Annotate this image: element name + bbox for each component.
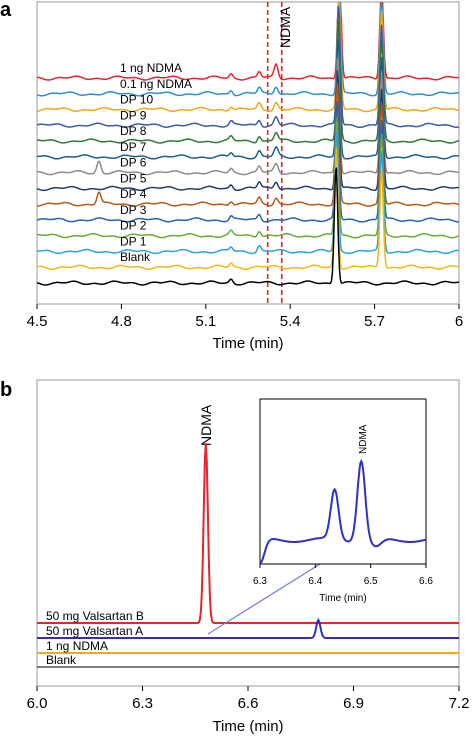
panel-a-trace (36, 100, 459, 223)
panel-a-x-axis-title: Time (min) (212, 335, 283, 352)
panel-b-x-tick-label: 6.6 (238, 695, 259, 712)
panel-a-trace-label: DP 6 (120, 156, 147, 170)
panel-a-trace (37, 38, 460, 160)
panel-b-trace-labels: 50 mg Valsartan B50 mg Valsartan A1 ng N… (46, 609, 144, 667)
panel-b-x-tick-label: 6.0 (27, 695, 48, 712)
panel-a-trace (36, 20, 460, 144)
panel-a-trace (36, 148, 460, 270)
panel-a-trace-label: DP 1 (120, 234, 147, 248)
panel-a-x-tick-label: 5.4 (280, 313, 301, 330)
panel-a-x-tick-label: 5.7 (364, 313, 385, 330)
panel-a-trace-label: DP 3 (120, 203, 147, 217)
panel-b-x-tick-label: 6.9 (343, 695, 364, 712)
panel-a-trace (36, 5, 460, 129)
panel-b-traces (37, 442, 459, 668)
ndma-window-markers (266, 2, 283, 304)
panel-a-trace-label: 1 ng NDMA (120, 61, 182, 75)
panel-a-trace (36, 2, 460, 81)
panel-a-trace-label: 0.1 ng NDMA (120, 77, 192, 91)
panel-a-trace (36, 70, 460, 192)
panel-b-x-tick-label: 7.2 (449, 695, 470, 712)
inset-x-tick-label: 6.5 (364, 576, 378, 587)
panel-a-trace (36, 167, 460, 286)
inset-ndma-label: NDMA (358, 424, 369, 454)
inset-x-ticks: 6.3 6.4 6.5 6.6 (253, 564, 433, 587)
inset-x-tick-label: 6.3 (253, 576, 267, 587)
panel-a-trace (36, 118, 460, 239)
panel-a-ndma-label: NDMA (277, 6, 293, 48)
panel-b-trace-label: 50 mg Valsartan B (46, 609, 144, 623)
panel-a-trace (36, 131, 459, 255)
panel-b-trace-label: 50 mg Valsartan A (46, 624, 143, 638)
panel-b-x-tick-label: 6.3 (132, 695, 153, 712)
panel-b-ndma-label: NDMA (198, 404, 214, 446)
panel-b-x-axis-title: Time (min) (212, 718, 283, 735)
panel-a-trace (36, 58, 459, 176)
inset-x-axis-title: Time (min) (319, 593, 366, 604)
panel-a-trace-label: DP 7 (120, 140, 147, 154)
panel-a-x-tick-label: 4.5 (27, 313, 48, 330)
panel-a-x-tick-label: 5.1 (195, 313, 216, 330)
panel-b-trace (37, 442, 459, 624)
panel-a-trace-label: DP 5 (120, 171, 147, 185)
panel-a-trace-label: Blank (120, 250, 151, 264)
panel-a-trace-label: DP 9 (120, 108, 147, 122)
inset-x-tick-label: 6.6 (419, 576, 433, 587)
panel-a-trace-label: DP 10 (120, 93, 153, 107)
inset-plot-area (259, 398, 427, 565)
panel-a-trace (37, 83, 460, 207)
panel-b-trace (37, 617, 459, 639)
panel-a-x-ticks: 4.5 4.8 5.1 5.4 5.7 6 (27, 304, 463, 330)
panel-a-trace-label: DP 8 (120, 124, 147, 138)
panel-a-x-tick-label: 6 (455, 313, 463, 330)
panel-a-trace-label: DP 4 (120, 187, 147, 201)
inset-trace (259, 458, 427, 565)
panel-b-trace-label: 1 ng NDMA (46, 639, 108, 653)
panel-a-trace (36, 2, 460, 113)
panel-a-trace (36, 2, 459, 97)
panel-b-x-ticks: 6.0 6.3 6.6 6.9 7.2 (27, 686, 470, 712)
panel-label-b: b (0, 379, 12, 401)
panel-b-trace-label: Blank (46, 653, 77, 667)
panel-label-a: a (0, 0, 12, 21)
panel-a-trace-label: DP 2 (120, 219, 147, 233)
inset-x-tick-label: 6.4 (308, 576, 322, 587)
panel-a-x-tick-label: 4.8 (111, 313, 132, 330)
panel-a-plot-area (36, 1, 460, 305)
panel-a-traces (36, 2, 460, 286)
